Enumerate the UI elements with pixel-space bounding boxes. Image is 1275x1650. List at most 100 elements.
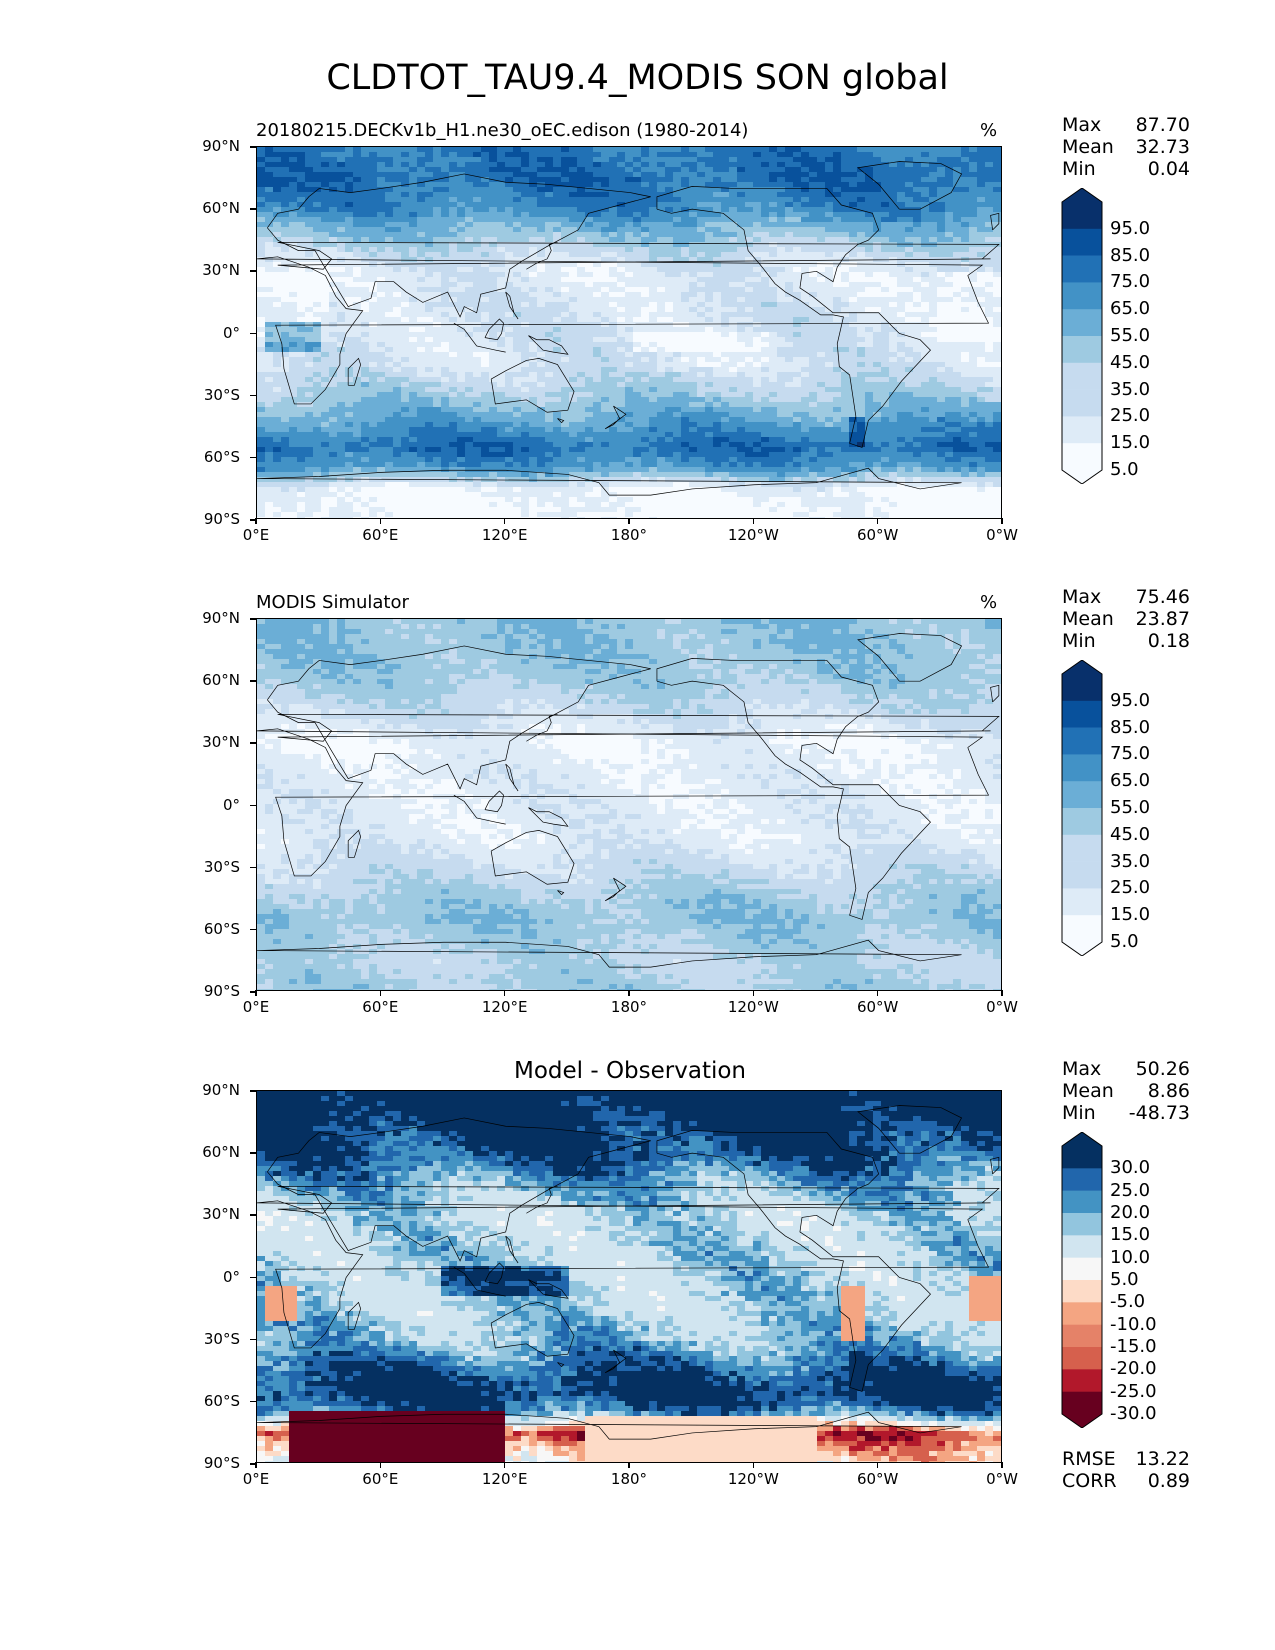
contour-cell <box>473 397 482 403</box>
contour-cell <box>809 372 818 378</box>
contour-cell <box>681 297 690 303</box>
contour-cell <box>697 397 706 403</box>
contour-cell <box>945 257 954 263</box>
contour-cell <box>489 172 498 178</box>
contour-cell <box>305 317 314 323</box>
contour-cell <box>369 302 378 308</box>
contour-cell <box>641 267 650 273</box>
contour-cell <box>881 392 890 398</box>
contour-cell <box>633 167 642 173</box>
contour-cell <box>297 267 306 273</box>
contour-cell <box>401 272 410 278</box>
contour-cell <box>793 357 802 363</box>
contour-cell <box>561 257 570 263</box>
contour-cell <box>705 192 714 198</box>
contour-cell <box>305 377 314 383</box>
contour-cell <box>337 307 346 313</box>
contour-cell <box>297 362 306 368</box>
contour-cell <box>473 327 482 333</box>
contour-cell <box>633 372 642 378</box>
contour-cell <box>553 242 562 248</box>
contour-cell <box>769 202 778 208</box>
contour-cell <box>785 357 794 363</box>
contour-cell <box>425 242 434 248</box>
contour-cell <box>681 267 690 273</box>
contour-cell <box>385 177 394 183</box>
contour-cell <box>737 227 746 233</box>
contour-cell <box>881 292 890 298</box>
contour-cell <box>569 272 578 278</box>
contour-cell <box>665 377 674 383</box>
contour-cell <box>449 232 458 238</box>
contour-cell <box>817 387 826 393</box>
contour-cell <box>353 202 362 208</box>
contour-cell <box>345 267 354 273</box>
contour-cell <box>897 312 906 318</box>
contour-cell <box>913 292 922 298</box>
contour-cell <box>857 367 866 373</box>
contour-cell <box>265 352 274 358</box>
contour-cell <box>481 377 490 383</box>
contour-cell <box>849 362 858 368</box>
contour-cell <box>929 337 938 343</box>
contour-cell <box>401 207 410 213</box>
contour-cell <box>833 247 842 253</box>
contour-cell <box>369 162 378 168</box>
contour-cell <box>921 207 930 213</box>
contour-cell <box>897 357 906 363</box>
contour-cell <box>345 242 354 248</box>
contour-cell <box>329 207 338 213</box>
contour-cell <box>529 192 538 198</box>
contour-cell <box>785 397 794 403</box>
contour-cell <box>321 187 330 193</box>
contour-cell <box>649 292 658 298</box>
contour-cell <box>553 177 562 183</box>
contour-cell <box>569 232 578 238</box>
contour-cell <box>881 347 890 353</box>
contour-cell <box>281 297 290 303</box>
contour-cell <box>769 147 778 153</box>
contour-cell <box>553 352 562 358</box>
contour-cell <box>321 342 330 348</box>
contour-cell <box>721 327 730 333</box>
contour-cell <box>817 212 826 218</box>
contour-cell <box>561 287 570 293</box>
contour-cell <box>289 257 298 263</box>
contour-cell <box>649 242 658 248</box>
contour-cell <box>257 212 266 218</box>
contour-cell <box>617 237 626 243</box>
contour-cell <box>889 217 898 223</box>
contour-cell <box>825 387 834 393</box>
contour-cell <box>633 272 642 278</box>
contour-cell <box>393 167 402 173</box>
contour-cell <box>977 302 986 308</box>
contour-cell <box>785 312 794 318</box>
contour-cell <box>545 312 554 318</box>
contour-cell <box>361 227 370 233</box>
contour-cell <box>865 167 874 173</box>
contour-cell <box>673 392 682 398</box>
contour-cell <box>425 372 434 378</box>
contour-cell <box>841 397 850 403</box>
contour-cell <box>401 327 410 333</box>
contour-cell <box>889 207 898 213</box>
contour-cell <box>609 357 618 363</box>
contour-cell <box>857 237 866 243</box>
contour-cell <box>689 357 698 363</box>
contour-cell <box>369 172 378 178</box>
contour-cell <box>953 327 962 333</box>
contour-cell <box>545 382 554 388</box>
contour-cell <box>697 377 706 383</box>
contour-cell <box>665 327 674 333</box>
contour-cell <box>713 387 722 393</box>
contour-cell <box>409 197 418 203</box>
contour-cell <box>985 357 994 363</box>
contour-cell <box>569 307 578 313</box>
contour-cell <box>657 342 666 348</box>
contour-cell <box>465 177 474 183</box>
contour-cell <box>937 347 946 353</box>
contour-cell <box>393 237 402 243</box>
contour-cell <box>273 272 282 278</box>
contour-cell <box>537 212 546 218</box>
contour-cell <box>417 367 426 373</box>
